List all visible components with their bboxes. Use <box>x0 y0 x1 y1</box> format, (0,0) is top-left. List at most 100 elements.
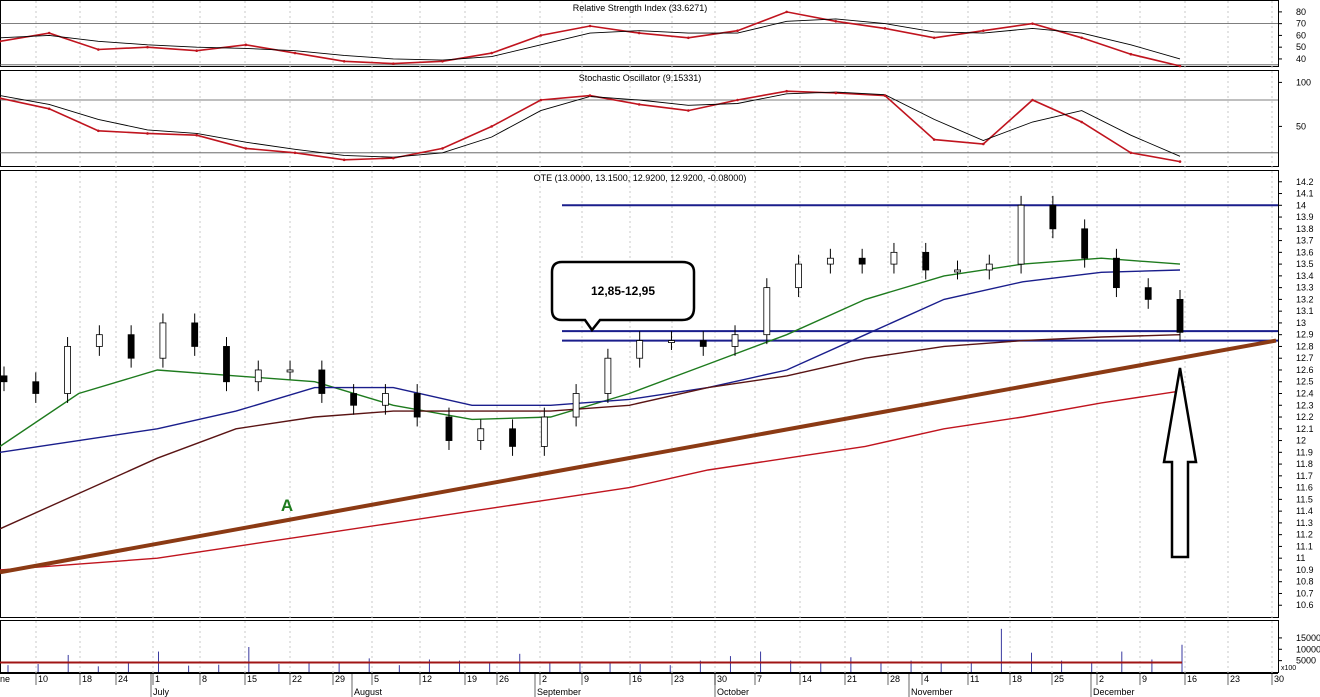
stochastic-point <box>47 107 51 111</box>
y-tick-label: 13.9 <box>1296 212 1314 222</box>
rsi-point <box>342 59 346 63</box>
rsi-point <box>883 27 887 30</box>
candle-down <box>1113 257 1120 289</box>
candle-up <box>382 393 389 406</box>
y-tick-label: 13.1 <box>1296 306 1314 316</box>
y-tick-label: 11.9 <box>1296 447 1313 457</box>
stochastic-point <box>97 129 100 133</box>
x-day-label: 23 <box>674 674 684 684</box>
x-day-label: 8 <box>202 674 207 684</box>
y-tick-label: 50 <box>1296 42 1306 52</box>
stochastic-point <box>0 96 2 100</box>
x-day-label: 18 <box>1012 674 1022 684</box>
candle-up <box>540 416 548 447</box>
x-day-label: 14 <box>802 674 812 684</box>
candle-up <box>477 428 485 441</box>
candle-down <box>445 416 453 441</box>
rsi-point <box>146 45 149 49</box>
x-day-label: 23 <box>1230 674 1240 684</box>
stochastic-point <box>687 109 690 112</box>
y-tick-label: 14 <box>1296 200 1306 210</box>
x-day-label: 5 <box>374 674 379 684</box>
rsi-point <box>195 49 198 53</box>
candle-down <box>318 369 326 394</box>
rsi-point <box>932 36 936 40</box>
stochastic-point <box>982 142 985 146</box>
y-tick-label: 12.6 <box>1296 365 1314 375</box>
trendline-a <box>0 338 1277 575</box>
stochastic-point <box>1080 120 1083 124</box>
x-day-label: 21 <box>847 674 857 684</box>
price-range-callout: 12,85-12,95 <box>550 260 696 333</box>
y-tick-label: 12.2 <box>1296 412 1314 422</box>
y-tick-label: 11.3 <box>1296 518 1313 528</box>
stochastic-point <box>932 138 936 141</box>
candle-down <box>1049 204 1057 230</box>
stochastic-point <box>146 132 149 135</box>
rsi-point <box>1080 36 1083 40</box>
stochastic-title: Stochastic Oscillator (9.15331) <box>579 73 702 83</box>
rsi-point <box>490 51 493 55</box>
y-tick-label: 50 <box>1296 121 1306 131</box>
stochastic-point <box>736 98 739 102</box>
candle-up <box>604 357 612 394</box>
y-tick-label: 12.1 <box>1296 424 1314 434</box>
y-tick-label: 11 <box>1296 553 1305 563</box>
rsi-point <box>1129 52 1133 56</box>
y-tick-label: 12 <box>1296 436 1306 446</box>
candle-up <box>954 269 961 273</box>
x-day-label: 18 <box>82 674 92 684</box>
x-day-label: 30 <box>1274 674 1284 684</box>
callout-text: 12,85-12,95 <box>591 284 655 298</box>
candle-down <box>1176 298 1184 333</box>
x-month-label: December <box>1093 687 1135 697</box>
candle-up <box>763 287 771 336</box>
candle-up <box>890 251 898 265</box>
y-tick-label: 13.8 <box>1296 224 1314 234</box>
rsi-signal-line <box>0 18 1181 61</box>
x-day-label: 1 <box>155 674 160 684</box>
x-month-label: July <box>153 687 170 697</box>
stochastic-point <box>1129 151 1133 155</box>
up-arrow-annotation <box>1162 367 1198 559</box>
rsi-point <box>785 10 788 14</box>
y-tick-label: 10000 <box>1296 644 1320 654</box>
stochastic-point <box>588 94 592 97</box>
rsi-point <box>539 34 543 37</box>
candle-up <box>286 369 294 373</box>
x-day-label: 15 <box>247 674 257 684</box>
candle-down <box>0 375 8 383</box>
y-tick-label: 12.3 <box>1296 400 1314 410</box>
moving-average-red <box>0 390 1181 571</box>
candle-up <box>795 263 802 289</box>
candle-down <box>509 428 516 447</box>
y-tick-label: 60 <box>1296 30 1306 40</box>
x-day-label: 26 <box>499 674 509 684</box>
rsi-point <box>982 29 985 33</box>
y-tick-label: 10.6 <box>1296 600 1314 610</box>
stochastic-d-line <box>0 91 1181 158</box>
rsi-point <box>1031 22 1034 25</box>
volume-unit-label: x100 <box>1281 665 1296 672</box>
y-tick-label: 70 <box>1296 19 1306 29</box>
y-tick-label: 15000 <box>1296 633 1320 643</box>
x-day-label: 12 <box>422 674 432 684</box>
rsi-line <box>0 11 1181 67</box>
y-tick-label: 12.7 <box>1296 353 1314 363</box>
moving-average-green <box>0 257 1181 447</box>
price-title: OTE (13.0000, 13.1500, 12.9200, 12.9200,… <box>534 173 747 183</box>
x-day-label: 11 <box>970 674 979 684</box>
rsi-point <box>736 29 739 33</box>
y-tick-label: 13.2 <box>1296 294 1314 304</box>
y-tick-label: 11.1 <box>1296 541 1313 551</box>
rsi-point <box>97 48 100 51</box>
rsi-point <box>392 62 395 65</box>
candle-down <box>1144 287 1152 300</box>
candle-down <box>699 340 707 347</box>
y-tick-label: 13.6 <box>1296 247 1314 257</box>
x-day-label: 9 <box>584 674 589 684</box>
y-tick-label: 5000 <box>1296 656 1316 666</box>
y-tick-label: 12.9 <box>1296 330 1314 340</box>
moving-average-blue <box>0 269 1181 453</box>
